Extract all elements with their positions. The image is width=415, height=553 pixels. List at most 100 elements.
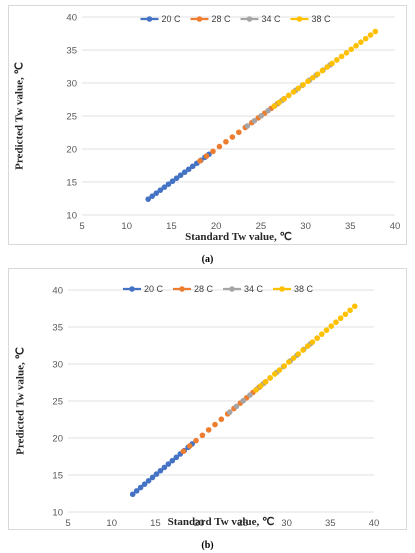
data-point [314, 71, 321, 77]
chart-a-frame: 10 15 20 25 30 35 40 5 10 15 20 25 30 35 40 20 C 28 C 34 … [8, 5, 407, 245]
data-point [247, 392, 253, 398]
legend-item: 34 C [223, 284, 264, 294]
data-point [271, 103, 278, 109]
x-tick-label: 20 [211, 221, 222, 232]
data-point [342, 311, 349, 318]
data-point [276, 99, 282, 106]
legend-marker [179, 286, 185, 292]
panel-label-b: (b) [201, 540, 214, 551]
legend-item: 38 C [290, 14, 331, 24]
data-point [257, 383, 264, 389]
data-point [351, 303, 358, 310]
legend-marker [129, 286, 135, 292]
data-point [333, 319, 339, 326]
data-point [199, 432, 206, 439]
data-point [258, 112, 265, 119]
legend-label: 28 C [194, 284, 214, 294]
data-point [286, 359, 292, 365]
legend-label: 28 C [212, 14, 232, 24]
data-point [343, 50, 350, 56]
x-tick-label: 25 [238, 518, 249, 529]
x-axis-title: Standard Tw value, ℃ [185, 231, 292, 243]
data-point [226, 409, 233, 415]
data-point [205, 427, 212, 433]
y-tick-label: 20 [66, 145, 77, 156]
y-tick-label: 35 [66, 46, 77, 57]
data-point [353, 42, 359, 49]
data-point [267, 375, 273, 381]
data-point [145, 196, 151, 202]
data-point [372, 28, 379, 35]
series-20-c [129, 441, 195, 498]
legend-item: 28 C [173, 284, 214, 294]
legend-label: 34 C [244, 284, 264, 294]
x-tick-label: 15 [166, 221, 177, 232]
y-tick-label: 25 [52, 397, 63, 408]
data-point [157, 467, 164, 474]
data-point [367, 32, 374, 38]
data-point [300, 81, 306, 88]
data-point [223, 138, 229, 145]
data-point [309, 339, 316, 345]
data-point [161, 464, 168, 471]
data-point [253, 387, 259, 393]
data-point [338, 53, 345, 60]
x-tick-label: 25 [256, 221, 267, 232]
legend-marker [279, 286, 285, 292]
data-point [216, 143, 223, 150]
y-tick-label: 25 [66, 112, 77, 123]
y-tick-label: 40 [52, 286, 63, 297]
data-point [281, 96, 287, 102]
data-point [229, 134, 236, 140]
data-point [165, 181, 172, 187]
data-point [329, 60, 335, 67]
y-tick-label: 30 [66, 79, 77, 90]
data-point [358, 39, 364, 45]
data-point [290, 89, 297, 95]
legend-marker [146, 16, 153, 22]
panel-label-a: (a) [201, 254, 214, 265]
legend-marker [296, 16, 303, 22]
data-point [236, 129, 242, 136]
x-tick-label: 30 [300, 221, 311, 232]
data-point [276, 367, 283, 373]
data-point [265, 107, 271, 114]
legend-label: 20 C [162, 14, 182, 24]
data-point [347, 307, 353, 314]
x-tick-label: 40 [390, 221, 401, 232]
data-point [271, 371, 278, 377]
data-point [305, 78, 311, 85]
legend-marker [229, 286, 235, 292]
legend-item: 34 C [240, 14, 282, 24]
y-tick-label: 15 [52, 471, 63, 482]
data-point [145, 478, 152, 484]
data-point [153, 190, 160, 196]
data-point [129, 491, 136, 498]
legend-label: 34 C [262, 14, 282, 24]
data-point [304, 343, 311, 349]
legend-item: 38 C [273, 284, 314, 294]
y-tick-label: 10 [66, 211, 77, 222]
data-point [295, 351, 302, 357]
data-point [328, 323, 335, 329]
y-tick-label: 40 [66, 13, 77, 24]
data-point [169, 457, 176, 464]
legend-label: 38 C [294, 284, 314, 294]
data-point [319, 67, 326, 74]
data-point [218, 416, 225, 423]
data-point [149, 474, 156, 481]
y-tick-label: 10 [52, 508, 63, 519]
data-point [314, 335, 320, 341]
data-point [173, 175, 180, 182]
data-point [319, 331, 325, 337]
data-point [362, 35, 369, 42]
y-tick-label: 15 [66, 178, 77, 189]
data-point [173, 454, 180, 461]
data-point [133, 488, 140, 494]
data-point [323, 327, 330, 333]
data-point [177, 172, 184, 179]
legend-item: 20 C [123, 284, 164, 294]
data-point [244, 123, 251, 129]
data-point [181, 169, 188, 176]
